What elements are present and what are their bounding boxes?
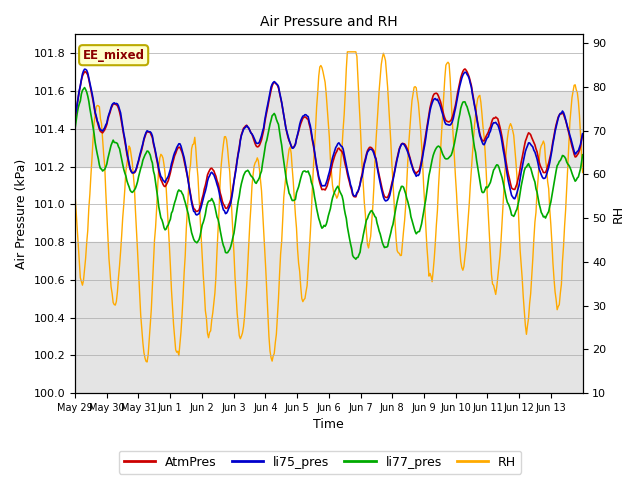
Y-axis label: RH: RH [612,204,625,223]
Y-axis label: Air Pressure (kPa): Air Pressure (kPa) [15,158,28,269]
Bar [75,91,582,167]
Title: Air Pressure and RH: Air Pressure and RH [260,15,397,29]
Text: EE_mixed: EE_mixed [83,48,145,62]
X-axis label: Time: Time [314,419,344,432]
Bar [75,242,582,393]
Legend: AtmPres, li75_pres, li77_pres, RH: AtmPres, li75_pres, li77_pres, RH [119,451,521,474]
